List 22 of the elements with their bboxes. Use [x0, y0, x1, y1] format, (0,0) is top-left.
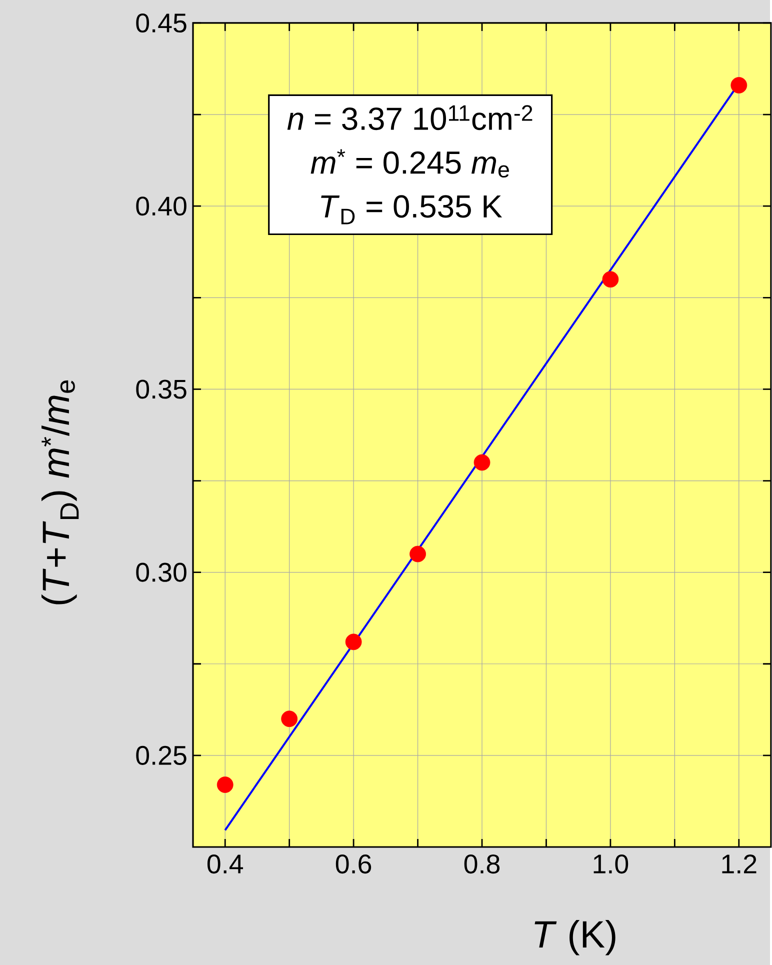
annotation: T$_{D}$ = 0.535 K: [321, 195, 502, 224]
text: (T+T$_{D}$) m$^{*}$/m$_{e}$: [42, 380, 79, 604]
x-tick-label: 0.6: [336, 854, 372, 874]
point: [217, 776, 234, 793]
point: [602, 271, 619, 288]
x-tick-label: 0.4: [208, 854, 244, 874]
annotation: m$^{*}$ = 0.245 m$_{e}$: [310, 149, 510, 178]
x-tick-label: 1.2: [722, 854, 756, 874]
x-tick-label: 0.8: [464, 854, 500, 874]
y-tick-label: 0.40: [136, 196, 187, 216]
point: [730, 77, 748, 94]
y-tick-label: 0.35: [136, 380, 186, 399]
x-axis-title: T (K): [534, 920, 616, 956]
annotation: n = 3.37 10$^{11}$cm$^{-2}$: [287, 105, 532, 130]
x-tick-label: 1.0: [594, 854, 628, 874]
y-tick-label: 0.30: [136, 562, 187, 582]
point: [281, 710, 298, 728]
point: [410, 546, 426, 562]
y-tick-label: 0.25: [136, 746, 186, 765]
point: [345, 634, 362, 650]
y-tick-label: 0.45: [136, 13, 186, 33]
point: [474, 454, 490, 471]
